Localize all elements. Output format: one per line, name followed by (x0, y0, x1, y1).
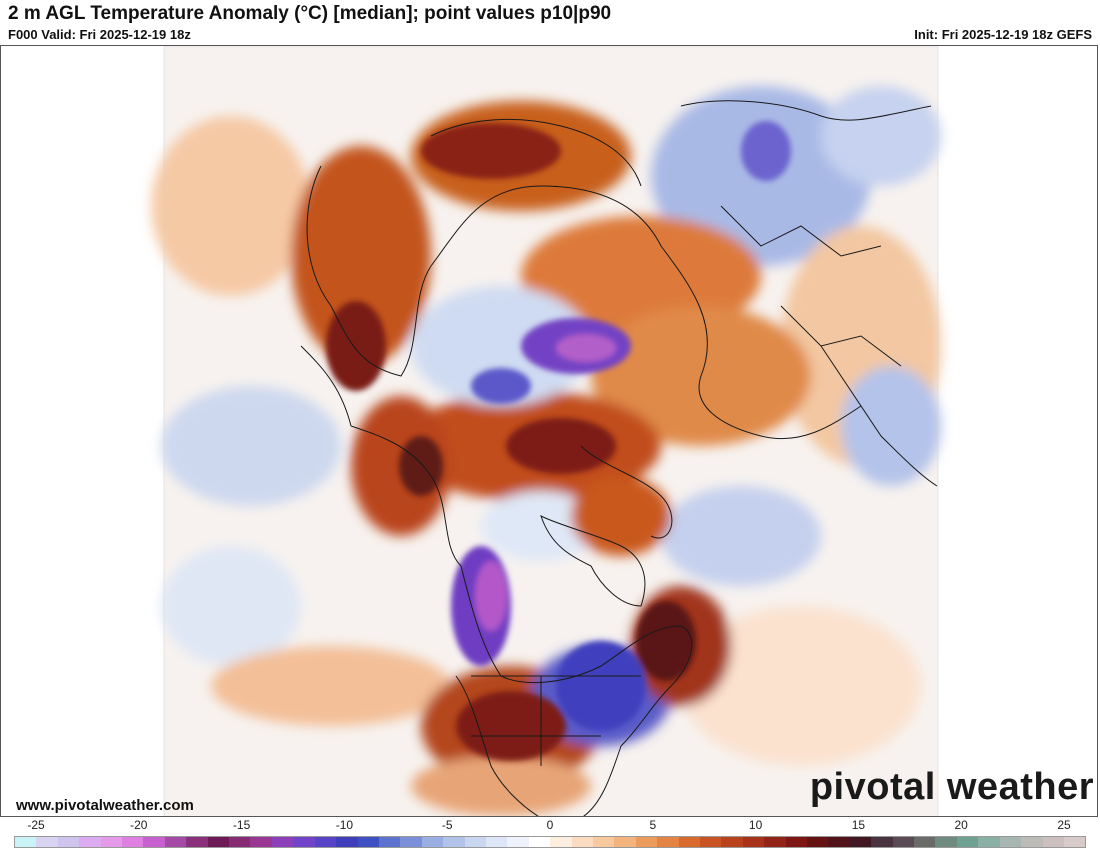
map-title: 2 m AGL Temperature Anomaly (°C) [median… (8, 3, 612, 24)
colorbar-tick-label: 10 (748, 818, 763, 832)
colorbar (14, 836, 1086, 848)
colorbar-tick-label: -5 (441, 818, 453, 832)
colorbar-swatch (528, 837, 551, 847)
colorbar-tick-label: 20 (954, 818, 968, 832)
colorbar-swatch (956, 837, 979, 847)
colorbar-swatch (657, 837, 679, 847)
colorbar-swatch (914, 837, 936, 847)
map-panel[interactable] (0, 45, 1098, 817)
colorbar-swatch (443, 837, 465, 847)
colorbar-swatch (186, 837, 208, 847)
colorbar-swatch (1063, 837, 1086, 847)
anomaly-map (151, 46, 941, 816)
colorbar-tick-label: -15 (232, 818, 251, 832)
coastlines (300, 100, 938, 816)
anomaly-cores (326, 121, 791, 761)
colorbar-swatch (250, 837, 272, 847)
colorbar-swatch (635, 837, 658, 847)
brand-suffix: al weather (903, 766, 1094, 808)
site-url: www.pivotalweather.com (16, 797, 194, 814)
colorbar-tick-label: 15 (851, 818, 866, 832)
colorbar-swatch (978, 837, 1000, 847)
colorbar-swatch (357, 837, 379, 847)
colorbar-swatch (571, 837, 593, 847)
colorbar-swatch (57, 837, 80, 847)
colorbar-swatch (785, 837, 808, 847)
brand-prefix: pivot (809, 766, 904, 808)
colorbar-tick-label: 0 (546, 818, 554, 832)
brand-logo: pivotal weather (810, 766, 1094, 809)
colorbar-swatch (207, 837, 230, 847)
colorbar-swatch (229, 837, 251, 847)
colorbar-swatch (935, 837, 957, 847)
colorbar-swatch (271, 837, 294, 847)
colorbar-tick-label: -25 (27, 818, 45, 832)
init-time: Init: Fri 2025-12-19 18z GEFS (914, 27, 1092, 42)
colorbar-swatch (892, 837, 915, 847)
colorbar-swatch (1021, 837, 1043, 847)
colorbar-swatch (849, 837, 872, 847)
colorbar-swatch (79, 837, 101, 847)
colorbar-swatch (614, 837, 636, 847)
valid-time: F000 Valid: Fri 2025-12-19 18z (8, 27, 191, 42)
colorbar-swatch (100, 837, 123, 847)
colorbar-swatch (592, 837, 615, 847)
colorbar-swatch (314, 837, 337, 847)
colorbar-swatch (122, 837, 144, 847)
colorbar-swatch (15, 837, 37, 847)
colorbar-swatch (378, 837, 401, 847)
colorbar-swatch (400, 837, 422, 847)
colorbar-tick-label: 5 (649, 818, 657, 832)
colorbar-swatch (485, 837, 508, 847)
colorbar-swatch (764, 837, 786, 847)
colorbar-tick-label: -20 (130, 818, 148, 832)
colorbar-swatch (807, 837, 829, 847)
colorbar-swatch (143, 837, 165, 847)
colorbar-swatch (828, 837, 850, 847)
colorbar-swatch (678, 837, 700, 847)
colorbar-labels: -25 -20 -15 -10 -5 0 5 10 15 20 25 (0, 818, 1100, 834)
colorbar-tick-label: -10 (335, 818, 354, 832)
colorbar-swatch (293, 837, 315, 847)
colorbar-swatch (550, 837, 572, 847)
colorbar-swatch (421, 837, 444, 847)
colorbar-swatch (1042, 837, 1064, 847)
anomaly-field (151, 86, 941, 816)
colorbar-swatch (164, 837, 187, 847)
colorbar-swatch (464, 837, 486, 847)
colorbar-swatch (871, 837, 893, 847)
colorbar-swatch (999, 837, 1022, 847)
colorbar-tick-label: 25 (1057, 818, 1071, 832)
colorbar-swatch (507, 837, 529, 847)
colorbar-swatch (700, 837, 722, 847)
colorbar-swatch (742, 837, 765, 847)
colorbar-swatch (721, 837, 743, 847)
colorbar-swatch (36, 837, 58, 847)
colorbar-swatch (336, 837, 358, 847)
